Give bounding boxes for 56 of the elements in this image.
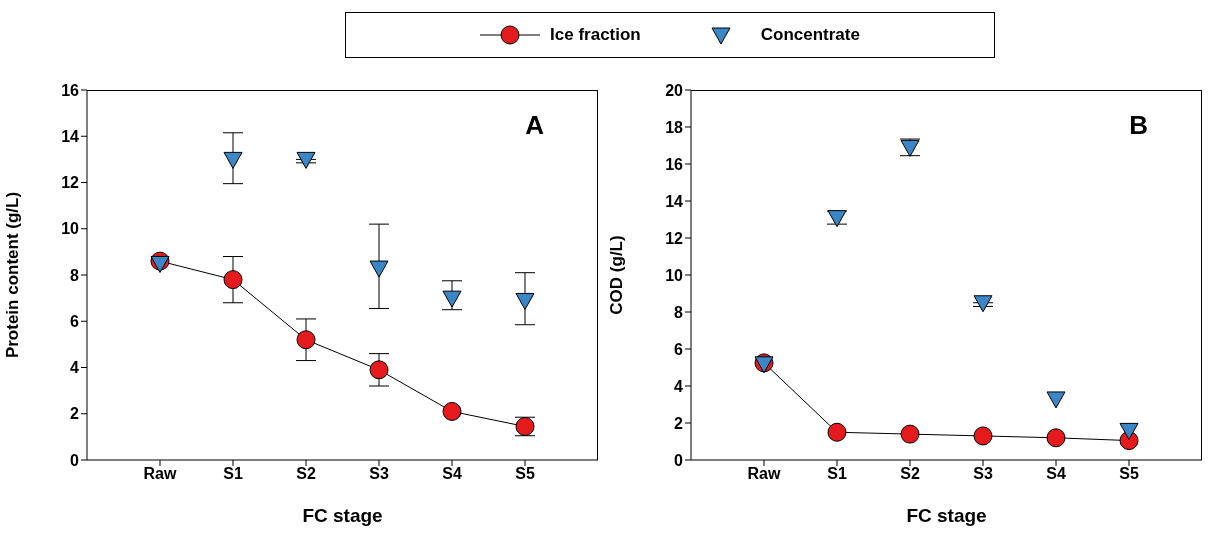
x-tick-label: S2	[900, 465, 920, 483]
point	[442, 290, 462, 308]
x-tick-label: S3	[973, 465, 993, 483]
x-tick-label: S4	[1046, 465, 1066, 483]
point	[1046, 391, 1066, 409]
y-tick-label: 6	[70, 312, 80, 330]
y-tick-label: 16	[61, 81, 80, 99]
y-tick-label: 0	[674, 451, 684, 469]
y-tick-label: 8	[674, 303, 684, 321]
point	[369, 260, 389, 278]
y-tick-label: 12	[665, 229, 684, 247]
y-tick-label: 14	[61, 127, 80, 145]
point	[223, 270, 243, 290]
y-tick-label: 0	[70, 451, 80, 469]
legend-label: Concentrate	[760, 25, 860, 45]
y-tick-label: 10	[61, 220, 80, 238]
y-tick-label: 4	[674, 377, 684, 395]
legend-label: Ice fraction	[550, 25, 641, 45]
point	[1046, 428, 1066, 448]
y-tick-label: 2	[70, 405, 80, 423]
y-tick-label: 20	[665, 81, 684, 99]
y-tick-label: 14	[665, 192, 684, 210]
x-tick-label: S2	[296, 465, 316, 483]
y-tick-label: 18	[665, 118, 684, 136]
y-tick-label: 16	[665, 155, 684, 173]
point	[296, 151, 316, 169]
y-tick-label: 6	[674, 340, 684, 358]
annotation: A	[525, 110, 544, 141]
point	[900, 424, 920, 444]
y-tick-label: 4	[70, 359, 80, 377]
y-tick-label: 8	[70, 266, 80, 284]
point	[223, 151, 243, 169]
x-tick-label: Raw	[143, 465, 177, 483]
x-tick-label: Raw	[747, 465, 781, 483]
y-tick-label: 2	[674, 414, 684, 432]
y-axis-title: COD (g/L)	[607, 235, 627, 315]
point	[827, 422, 847, 442]
x-axis-title: FC stage	[302, 505, 383, 526]
y-axis-title: Protein content (g/L)	[3, 191, 23, 359]
point	[442, 401, 462, 421]
x-tick-label: S4	[442, 465, 462, 483]
point	[973, 295, 993, 313]
annotation: B	[1129, 110, 1148, 141]
x-tick-label: S5	[1119, 465, 1139, 483]
x-tick-label: S3	[369, 465, 389, 483]
x-tick-label: S1	[827, 465, 847, 483]
x-tick-label: S1	[223, 465, 243, 483]
x-tick-label: S5	[515, 465, 535, 483]
point	[973, 426, 993, 446]
point	[1119, 422, 1139, 440]
point	[296, 330, 316, 350]
y-tick-label: 10	[665, 266, 684, 284]
x-axis-title: FC stage	[906, 505, 987, 526]
point	[515, 292, 535, 310]
point	[369, 360, 389, 380]
y-tick-label: 12	[61, 174, 80, 192]
